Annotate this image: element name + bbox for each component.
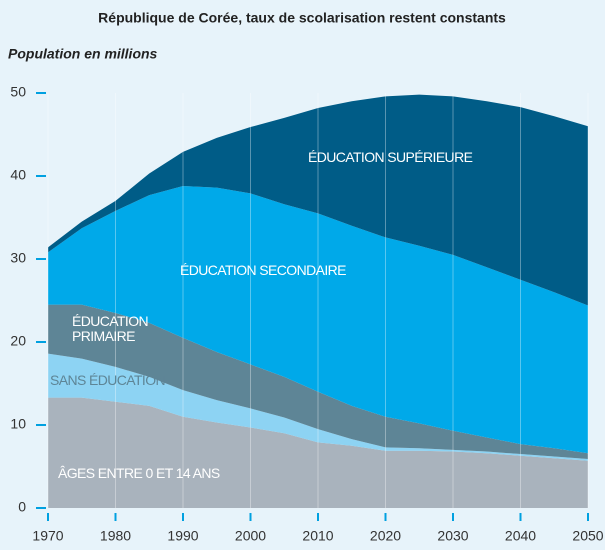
area-label: ÉDUCATION SECONDAIRE — [180, 262, 346, 278]
x-tick-label: 2000 — [235, 528, 266, 544]
area — [48, 304, 588, 460]
y-tick-label: 0 — [18, 499, 26, 515]
area — [48, 185, 588, 454]
y-tick-label: 20 — [10, 333, 26, 349]
area — [48, 353, 588, 461]
area — [48, 397, 588, 508]
x-tick-label: 1990 — [167, 528, 198, 544]
x-tick-label: 2020 — [370, 528, 401, 544]
area-label: ÂGES ENTRE 0 ET 14 ANS — [58, 465, 220, 481]
y-tick-label: 50 — [10, 84, 26, 100]
y-tick-label: 30 — [10, 250, 26, 266]
x-tick-label: 1970 — [32, 528, 63, 544]
chart-title: République de Corée, taux de scolarisati… — [98, 10, 506, 26]
x-tick-label: 2040 — [505, 528, 536, 544]
y-tick-label: 10 — [10, 416, 26, 432]
x-tick-label: 1980 — [100, 528, 131, 544]
area — [48, 94, 588, 306]
x-tick-label: 2030 — [437, 528, 468, 544]
area-label: ÉDUCATION SUPÉRIEURE — [308, 149, 473, 165]
chart-subtitle: Population en millions — [8, 46, 158, 62]
area-label: ÉDUCATION PRIMAIRE — [72, 313, 149, 344]
y-tick-label: 40 — [10, 167, 26, 183]
area-label: SANS ÉDUCATION — [50, 372, 166, 388]
x-tick-label: 2050 — [572, 528, 603, 544]
x-tick-label: 2010 — [302, 528, 333, 544]
